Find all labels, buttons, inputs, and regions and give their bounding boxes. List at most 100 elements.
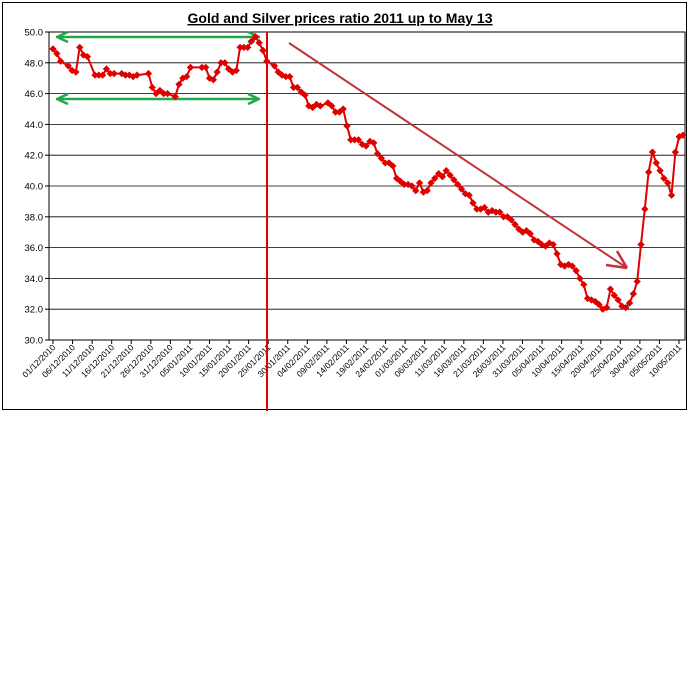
data-point [102, 65, 111, 73]
data-point [461, 189, 470, 198]
data-point [545, 239, 554, 247]
data-point [663, 179, 672, 187]
data-point [144, 69, 153, 78]
downtrend-arrow-head [605, 250, 629, 270]
data-point [278, 71, 286, 79]
y-tick-label: 32.0 [25, 305, 44, 316]
data-point [572, 266, 580, 275]
data-point [587, 296, 596, 304]
data-point [453, 180, 462, 189]
data-point [438, 173, 447, 181]
data-point [660, 174, 668, 183]
data-point [457, 185, 466, 193]
data-point [83, 52, 92, 61]
data-point [522, 226, 531, 235]
x-axis-ticks: 01/12/201006/12/201011/12/201016/12/2010… [20, 340, 684, 379]
y-tick-label: 44.0 [25, 120, 44, 131]
data-point [213, 68, 221, 76]
series-line [52, 35, 684, 311]
gridlines [49, 31, 685, 341]
chart-title: Gold and Silver prices ratio 2011 up to … [188, 10, 493, 26]
data-point [511, 220, 519, 229]
data-point [373, 149, 382, 158]
data-point [671, 148, 680, 156]
data-point [602, 303, 611, 312]
data-point [411, 186, 420, 195]
data-point [339, 105, 347, 113]
data-point [293, 83, 302, 92]
data-point [579, 280, 588, 289]
data-point [274, 68, 283, 76]
data-point [591, 297, 599, 306]
data-point [148, 83, 157, 92]
data-point [362, 142, 370, 150]
data-point [182, 72, 191, 81]
data-point [629, 290, 638, 298]
data-point [133, 71, 141, 79]
data-point [358, 140, 367, 149]
data-point [606, 285, 615, 293]
plot-area-border [48, 31, 686, 341]
data-point [553, 250, 561, 258]
data-point [667, 191, 676, 199]
data-point [175, 80, 183, 89]
data-point [564, 260, 573, 269]
y-tick-label: 42.0 [25, 151, 44, 162]
data-point [201, 63, 210, 72]
data-point [610, 291, 619, 300]
data-point [125, 71, 134, 79]
data-point [385, 159, 393, 167]
data-point [327, 102, 336, 110]
chart-frame: Gold and Silver prices ratio 2011 up to … [2, 2, 687, 411]
data-point [285, 72, 294, 81]
data-point [507, 216, 515, 224]
data-point [377, 154, 386, 163]
data-point [221, 59, 229, 67]
data-point [297, 88, 305, 96]
data-point [404, 180, 412, 189]
data-point [316, 102, 325, 110]
data-point [171, 92, 179, 101]
y-axis-ticks: 30.0 32.0 34.0 36.0 38.0 40.0 42.0 44.0 46.0 48.0… [25, 28, 49, 347]
data-point [301, 91, 309, 99]
data-point [64, 62, 73, 70]
data-point [72, 68, 80, 76]
data-point [354, 136, 363, 144]
data-point [49, 45, 57, 53]
data-point [625, 299, 634, 307]
data-point [110, 69, 118, 78]
data-point [621, 303, 630, 312]
y-tick-label: 48.0 [25, 58, 44, 69]
data-point [488, 206, 496, 215]
data-point [369, 139, 378, 147]
data-point [247, 37, 256, 45]
data-point [270, 62, 279, 70]
data-point [255, 39, 263, 47]
data-point [75, 43, 84, 52]
y-tick-label: 36.0 [25, 243, 44, 254]
data-point [423, 186, 431, 195]
y-tick-label: 50.0 [25, 28, 44, 39]
data-point [446, 171, 454, 179]
y-tick-label: 30.0 [25, 336, 44, 347]
data-point [679, 131, 687, 139]
data-point [186, 63, 195, 72]
data-point [469, 199, 477, 207]
data-point [243, 43, 252, 52]
data-point [56, 57, 65, 66]
data-point [641, 205, 649, 213]
data-point [251, 32, 260, 41]
data-point [389, 162, 397, 170]
data-point [595, 300, 603, 309]
data-point [495, 208, 504, 216]
y-tick-label: 46.0 [25, 89, 44, 100]
data-point [614, 296, 622, 304]
data-point [79, 51, 88, 59]
data-point [415, 179, 424, 187]
data-point [163, 89, 172, 98]
data-point [450, 176, 458, 184]
data-point [465, 191, 473, 199]
data-point [637, 240, 645, 249]
data-point [53, 49, 61, 58]
series-ratio [49, 32, 687, 313]
